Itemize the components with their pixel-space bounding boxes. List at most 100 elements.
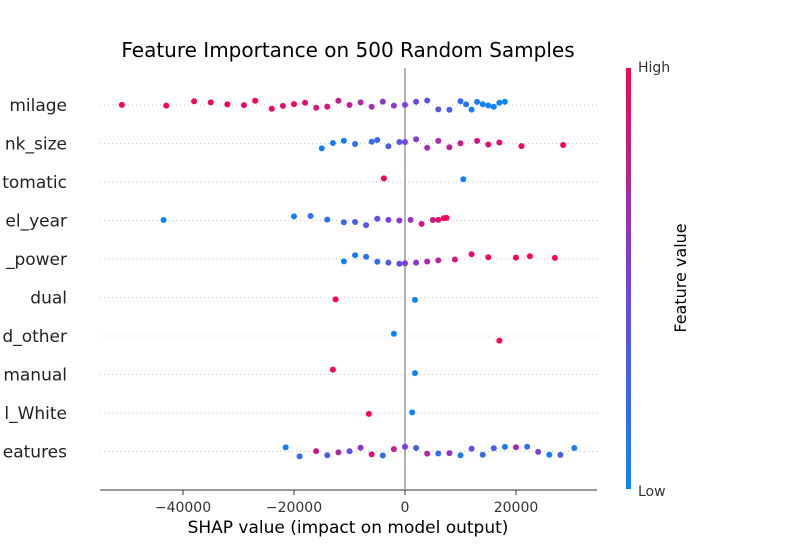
shap-point bbox=[346, 102, 353, 108]
shap-point bbox=[357, 444, 364, 451]
shap-point bbox=[352, 219, 359, 225]
shap-point bbox=[118, 101, 125, 108]
feature-label: dual bbox=[30, 289, 67, 309]
shap-point bbox=[252, 97, 259, 104]
shap-point bbox=[435, 450, 442, 457]
shap-point bbox=[357, 99, 364, 106]
shap-point bbox=[501, 98, 508, 105]
shap-point bbox=[374, 215, 381, 222]
shap-point bbox=[374, 258, 381, 265]
feature-label: d_other bbox=[2, 327, 67, 347]
x-tick-label: 0 bbox=[401, 500, 410, 516]
shap-point bbox=[551, 254, 558, 261]
shap-point bbox=[268, 105, 275, 112]
shap-point bbox=[490, 103, 497, 110]
shap-point bbox=[365, 410, 372, 417]
shap-point bbox=[332, 296, 339, 303]
shap-point bbox=[368, 451, 375, 458]
shap-point bbox=[402, 260, 408, 267]
shap-point bbox=[279, 102, 286, 109]
shap-point bbox=[402, 139, 408, 145]
shap-point bbox=[468, 445, 475, 452]
shap-point bbox=[396, 139, 403, 145]
shap-point bbox=[513, 444, 519, 451]
shap-point bbox=[457, 452, 464, 459]
chart-title: Feature Importance on 500 Random Samples bbox=[121, 38, 574, 62]
shap-point bbox=[352, 141, 359, 147]
shap-point bbox=[191, 98, 198, 105]
shap-point bbox=[429, 217, 436, 223]
shap-point bbox=[435, 106, 442, 113]
feature-label: el_year bbox=[5, 212, 67, 232]
shap-point bbox=[207, 99, 214, 106]
shap-point bbox=[413, 259, 420, 266]
shap-point bbox=[380, 175, 387, 182]
shap-point bbox=[335, 449, 342, 456]
shap-point bbox=[446, 106, 453, 113]
colorbar-title: Feature value bbox=[671, 223, 690, 332]
shap-point bbox=[313, 448, 320, 455]
shap-point bbox=[241, 102, 247, 109]
shap-point bbox=[307, 213, 314, 219]
shap-point bbox=[368, 138, 375, 145]
shap-point bbox=[451, 256, 458, 263]
shap-point bbox=[296, 453, 303, 460]
shap-point bbox=[418, 220, 425, 227]
shap-point bbox=[535, 448, 542, 455]
shap-point bbox=[390, 330, 397, 337]
shap-point bbox=[496, 99, 503, 106]
shap-point bbox=[560, 142, 567, 148]
shap-point bbox=[468, 251, 475, 258]
shap-point bbox=[468, 106, 475, 113]
shap-point bbox=[546, 451, 553, 458]
x-axis-label: SHAP value (impact on model output) bbox=[188, 518, 509, 538]
x-tick-label: −20000 bbox=[266, 500, 322, 516]
shap-point bbox=[412, 370, 418, 377]
shap-point bbox=[363, 222, 370, 229]
shap-point bbox=[340, 219, 347, 226]
shap-point bbox=[501, 443, 508, 450]
shap-point bbox=[457, 140, 464, 147]
shap-point bbox=[571, 445, 578, 451]
shap-point bbox=[424, 144, 431, 151]
shap-point bbox=[446, 450, 453, 457]
shap-point bbox=[302, 99, 309, 106]
shap-point bbox=[474, 98, 481, 105]
shap-point bbox=[340, 137, 347, 144]
shap-point bbox=[374, 137, 381, 143]
shap-point bbox=[390, 446, 397, 453]
shap-point bbox=[518, 143, 525, 150]
feature-label: nk_size bbox=[5, 135, 67, 155]
shap-point bbox=[324, 452, 331, 459]
shap-point bbox=[318, 145, 325, 152]
shap-point bbox=[368, 103, 375, 110]
row-gridlines bbox=[100, 104, 597, 452]
shap-point bbox=[363, 253, 370, 260]
shap-point bbox=[460, 176, 467, 183]
shap-point bbox=[424, 258, 431, 265]
feature-label: l_White bbox=[4, 404, 67, 424]
x-axis-ticks: −40000 −20000 0 20000 bbox=[155, 490, 538, 516]
feature-label: _power bbox=[5, 250, 67, 270]
shap-point bbox=[526, 253, 533, 260]
shap-point bbox=[407, 216, 414, 223]
shap-point bbox=[402, 101, 408, 108]
shap-point bbox=[446, 144, 453, 151]
feature-label: milage bbox=[9, 96, 67, 116]
shap-point bbox=[496, 337, 503, 344]
shap-point bbox=[557, 451, 564, 458]
shap-point bbox=[413, 98, 420, 105]
shap-point bbox=[379, 98, 386, 105]
shap-point bbox=[352, 252, 359, 259]
feature-label: eatures bbox=[3, 443, 67, 463]
shap-point bbox=[479, 451, 486, 458]
shap-point bbox=[496, 139, 503, 146]
shap-point bbox=[524, 443, 531, 450]
colorbar bbox=[626, 68, 631, 489]
shap-point bbox=[396, 217, 403, 224]
shap-point bbox=[340, 258, 347, 265]
shap-points bbox=[118, 97, 578, 460]
shap-point bbox=[463, 101, 470, 108]
